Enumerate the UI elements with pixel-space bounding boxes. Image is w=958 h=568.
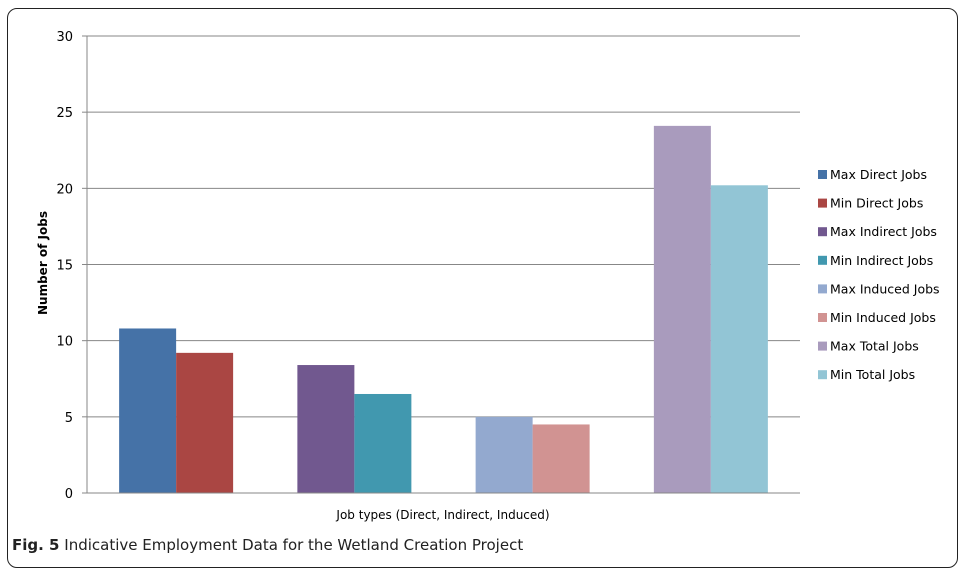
bar-max-direct-jobs bbox=[119, 328, 177, 493]
y-tick-label: 20 bbox=[56, 182, 73, 197]
legend-label: Min Indirect Jobs bbox=[830, 253, 933, 268]
y-axis-title: Number of Jobs bbox=[36, 211, 50, 315]
bar-max-indirect-jobs bbox=[297, 365, 355, 493]
y-tick-label: 15 bbox=[56, 259, 73, 274]
bar-min-indirect-jobs bbox=[354, 393, 412, 493]
legend-swatch bbox=[818, 170, 827, 179]
legend: Max Direct Jobs Min Direct Jobs Max Indire… bbox=[818, 167, 940, 382]
caption-text: Indicative Employment Data for the Wetla… bbox=[64, 536, 524, 554]
bar-min-direct-jobs bbox=[176, 352, 234, 493]
y-tick-label: 30 bbox=[56, 30, 73, 45]
x-axis-title: Job types (Direct, Indirect, Induced) bbox=[335, 508, 549, 522]
legend-label: Max Direct Jobs bbox=[830, 167, 927, 182]
legend-label: Min Induced Jobs bbox=[830, 310, 936, 325]
bar-chart: 0 5 10 15 20 25 30 Job types (Direct, Indirect… bbox=[36, 30, 940, 522]
y-tick-label: 10 bbox=[56, 335, 73, 350]
legend-label: Max Indirect Jobs bbox=[830, 224, 937, 239]
y-tick-label: 25 bbox=[56, 106, 73, 121]
legend-label: Min Total Jobs bbox=[830, 367, 915, 382]
y-tick-label: 5 bbox=[65, 411, 73, 426]
bars bbox=[119, 125, 768, 494]
legend-label: Max Total Jobs bbox=[830, 339, 919, 354]
figure-caption: Fig. 5 Indicative Employment Data for th… bbox=[12, 536, 523, 554]
bar-max-total-jobs bbox=[653, 125, 711, 494]
y-tick-label: 0 bbox=[65, 487, 73, 502]
caption-label: Fig. 5 bbox=[12, 536, 60, 554]
legend-swatch bbox=[818, 284, 827, 294]
axes: 0 5 10 15 20 25 30 bbox=[56, 30, 800, 502]
bar-max-induced-jobs bbox=[475, 416, 533, 493]
legend-swatch bbox=[818, 255, 827, 265]
legend-label: Min Direct Jobs bbox=[830, 196, 923, 211]
legend-label: Max Induced Jobs bbox=[830, 281, 940, 296]
legend-swatch bbox=[818, 341, 827, 351]
legend-swatch bbox=[818, 370, 827, 380]
legend-swatch bbox=[818, 313, 827, 322]
legend-swatch bbox=[818, 198, 827, 208]
bar-min-total-jobs bbox=[710, 185, 768, 493]
bar-min-induced-jobs bbox=[532, 424, 590, 493]
legend-swatch bbox=[818, 227, 827, 237]
